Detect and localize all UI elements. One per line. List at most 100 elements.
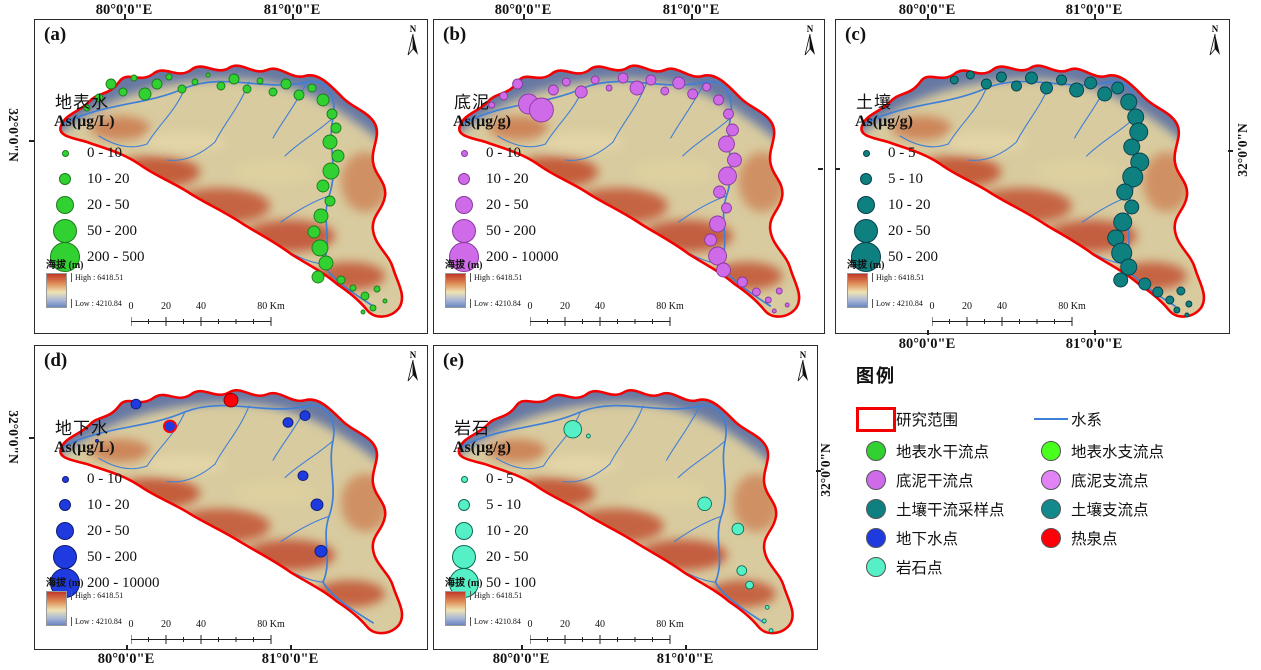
north-arrow: N [797,350,808,382]
size-class-row: 50 - 200 [49,218,145,244]
size-class-label: 10 - 20 [87,170,130,187]
legend-point-label: 地下水点 [896,530,959,548]
scale-tick-40: 40 [997,301,1007,312]
basin-map [434,346,817,649]
legend-point-label: 地表水支流点 [1071,443,1165,461]
size-class-row: 50 - 200 [49,544,160,570]
scale-bar-ticks [529,317,671,326]
legend-point-swatch [866,498,886,519]
size-class-row: 20 - 50 [448,544,536,570]
elevation-high-label: High : 6418.51 [872,273,924,282]
lon-label-80E: 80°0'0"E [95,2,153,18]
scale-bar: 0 20 40 80 Km [528,301,690,331]
scale-tick-20: 20 [560,619,570,630]
size-class-row: 10 - 20 [49,492,160,518]
lon-tick [292,14,294,19]
size-class-label: 200 - 10000 [486,248,559,265]
lon-tick [1094,14,1096,19]
panel-letter: (e) [443,350,465,371]
panel-unit-label: As(μg/g) [855,113,913,130]
size-class-label: 10 - 20 [486,170,529,187]
basin-map [35,20,427,333]
scale-bar: 0 20 40 80 Km [929,301,1092,331]
scale-tick-20: 20 [161,619,171,630]
elevation-high-label: High : 6418.51 [470,591,522,600]
legend-point-label: 热泉点 [1071,530,1118,548]
scale-bar-ticks [529,635,671,644]
legend-point-label: 地表水干流点 [896,443,990,461]
size-class-bullet [857,196,875,214]
size-class-label: 20 - 50 [486,196,529,213]
size-class-legend: 0 - 5 5 - 10 10 - 20 20 - 50 50 - 200 [850,140,938,272]
legend-point-swatch [866,556,886,577]
size-class-row: 200 - 500 [49,242,145,272]
size-class-row: 0 - 5 [448,466,536,492]
legend-panel: 图例 研究范围 水系 地表水干流点 地表水支流点 底泥干流点 底泥支流点 土壤干流采样点… [856,362,1256,581]
sample-points [488,72,790,314]
elevation-title: 海拔 (m) [445,260,483,271]
svg-text:N: N [800,350,807,360]
panel-title: 地表水 [55,93,109,112]
size-class-bullet [56,522,74,540]
elevation-title: 海拔 (m) [847,260,885,271]
scale-tick-80: 80 Km [257,301,285,312]
elevation-low-label: Low : 4210.84 [470,617,522,626]
size-class-legend: 0 - 10 10 - 20 20 - 50 50 - 200 200 - 10000 [448,140,559,272]
size-class-bullet [53,219,77,243]
lon-tick [691,14,693,19]
legend-point-swatch [1041,498,1061,519]
lon-tick [126,645,128,650]
scale-bar: 0 20 40 80 Km [128,301,291,331]
size-class-label: 50 - 200 [486,222,536,239]
legend-point-swatch [1041,527,1061,548]
elevation-high-label: High : 6418.51 [71,591,123,600]
lon-label-81E: 81°0'0"E [656,651,714,667]
size-class-row: 50 - 200 [448,218,559,244]
scale-tick-40: 40 [196,619,206,630]
size-class-label: 200 - 500 [87,248,145,265]
size-class-label: 5 - 10 [486,496,521,513]
size-class-row: 0 - 10 [49,140,145,166]
size-class-row: 20 - 50 [49,518,160,544]
scale-tick-20: 20 [161,301,171,312]
scale-tick-0: 0 [128,301,134,312]
lon-label-80E: 80°0'0"E [898,336,956,352]
scale-bar-ticks [130,317,272,326]
size-class-bullet [61,475,69,483]
svg-text:N: N [1212,24,1219,34]
size-class-label: 0 - 10 [87,470,122,487]
elevation-legend: 海拔 (m) High : 6418.51 Low : 4210.84 [445,256,565,308]
panel-title: 地下水 [55,419,109,438]
size-class-label: 10 - 20 [87,496,130,513]
lat-label-left-a: 32°0'0"N [6,108,21,162]
scale-tick-40: 40 [595,301,605,312]
size-class-label: 0 - 5 [888,144,916,161]
size-class-row: 0 - 5 [850,140,938,166]
size-class-label: 5 - 10 [888,170,923,187]
elevation-legend: 海拔 (m) High : 6418.51 Low : 4210.84 [445,574,565,626]
river-label: 水系 [1071,412,1103,429]
lat-tick [818,168,823,170]
size-class-bullet [59,173,71,185]
size-class-label: 20 - 50 [888,222,931,239]
lon-tick [927,14,929,19]
size-class-bullet [458,499,470,511]
scale-tick-0: 0 [128,619,134,630]
elevation-low-label: Low : 4210.84 [470,299,522,308]
lon-tick [521,645,523,650]
size-class-label: 20 - 50 [87,196,130,213]
size-class-bullet [460,475,468,483]
size-class-label: 50 - 200 [87,548,137,565]
scale-bar: 0 20 40 80 Km [528,619,690,649]
size-class-bullet [449,242,479,272]
legend-point-label: 土壤干流采样点 [896,501,1005,519]
size-class-bullet [53,545,77,569]
size-class-bullet [854,219,878,243]
scale-tick-20: 20 [560,301,570,312]
scale-tick-0: 0 [929,301,935,312]
study-area-swatch [856,406,896,432]
north-arrow: N [407,24,418,56]
lat-tick [835,168,840,170]
lon-label-80E: 80°0'0"E [97,651,155,667]
